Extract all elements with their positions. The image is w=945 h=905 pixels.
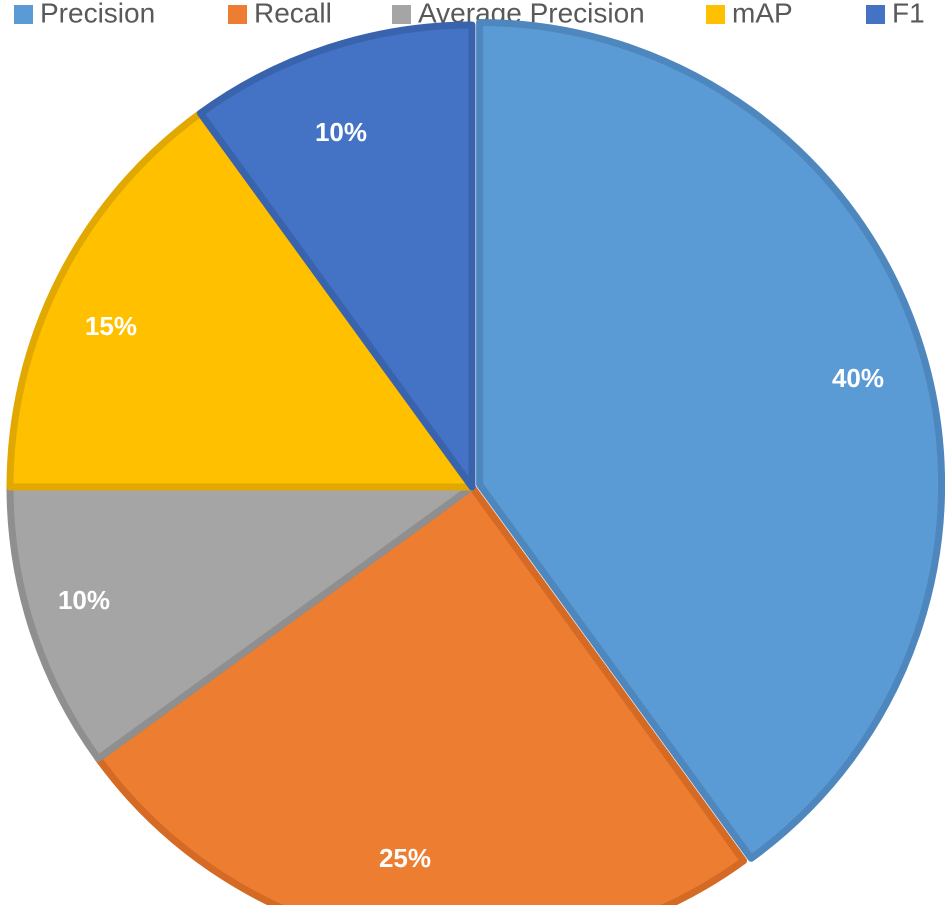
legend-swatch-average-precision bbox=[392, 5, 411, 24]
legend-swatch-map bbox=[706, 5, 725, 24]
pie-slice-recall bbox=[94, 483, 748, 905]
data-label-recall: 25% bbox=[379, 843, 431, 873]
data-label-map: 15% bbox=[85, 311, 137, 341]
data-label-average-precision: 10% bbox=[58, 585, 110, 615]
pie-slices bbox=[6, 19, 945, 905]
pie-slice-precision bbox=[476, 19, 945, 862]
legend-label-map: mAP bbox=[732, 0, 793, 28]
pie-slice-map bbox=[6, 109, 476, 491]
legend-label-recall: Recall bbox=[254, 0, 332, 28]
legend-swatch-recall bbox=[228, 5, 247, 24]
legend-label-precision: Precision bbox=[40, 0, 155, 28]
legend-swatch-precision bbox=[14, 5, 33, 24]
legend-swatch-f1 bbox=[866, 5, 885, 24]
pie-slice-average-precision bbox=[6, 483, 476, 763]
legend-label-f1: F1 bbox=[892, 0, 925, 28]
pie-slice-f1 bbox=[196, 21, 476, 491]
pie-data-labels: 40% 25% 10% 15% 10% bbox=[58, 117, 884, 873]
data-label-precision: 40% bbox=[832, 363, 884, 393]
data-label-f1: 10% bbox=[315, 117, 367, 147]
